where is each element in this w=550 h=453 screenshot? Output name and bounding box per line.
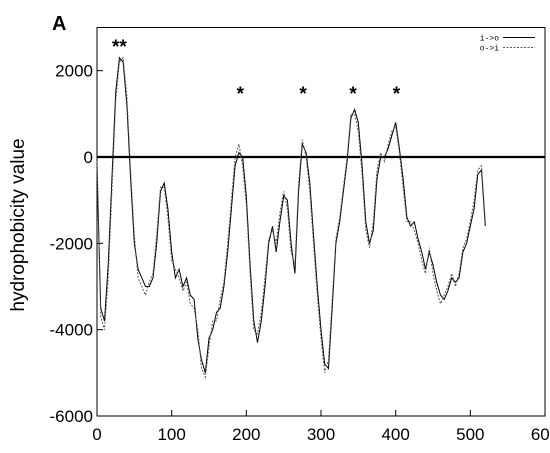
x-tick-label: 400 xyxy=(381,425,409,444)
y-tick-label: 2000 xyxy=(55,62,93,81)
x-tick-label: 0 xyxy=(92,425,101,444)
series-line xyxy=(96,56,486,373)
y-axis-label: hydrophobicity value xyxy=(8,138,29,311)
y-tick-label: -6000 xyxy=(50,407,93,426)
x-tick-label: 500 xyxy=(456,425,484,444)
legend-label: o->i xyxy=(480,45,499,54)
x-tick-label: 100 xyxy=(157,425,185,444)
legend-label: i->o xyxy=(480,35,499,44)
x-tick-label: 600 xyxy=(531,425,550,444)
plot-frame xyxy=(96,27,546,417)
annotation: * xyxy=(349,84,357,105)
y-tick-label: 0 xyxy=(84,148,93,167)
annotation: * xyxy=(299,84,307,105)
panel-label: A xyxy=(52,13,66,35)
annotation: ** xyxy=(112,37,127,58)
y-tick-label: -2000 xyxy=(50,234,93,253)
x-tick-label: 200 xyxy=(232,425,260,444)
y-tick-label: -4000 xyxy=(50,321,93,340)
x-tick-label: 300 xyxy=(307,425,335,444)
annotation: * xyxy=(393,84,401,105)
annotation: * xyxy=(237,84,245,105)
series-line xyxy=(96,56,486,379)
